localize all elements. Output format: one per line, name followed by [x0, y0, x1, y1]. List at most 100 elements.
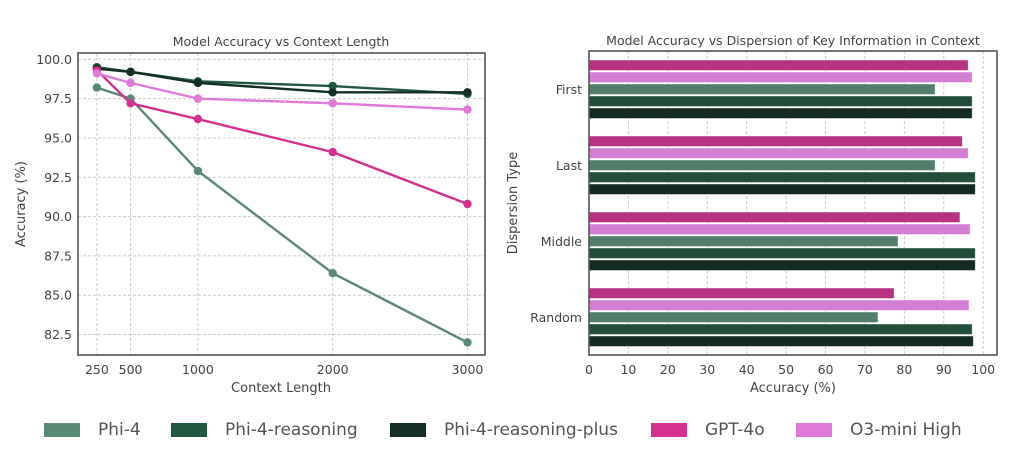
- y-tick-label: 87.5: [44, 248, 72, 263]
- series-phi-4-reasoning-plus: [92, 64, 472, 97]
- legend-item-gpt-4o: GPT-4o: [651, 415, 765, 445]
- y-tick-label: 100.0: [36, 52, 72, 67]
- data-point: [126, 78, 135, 88]
- data-point: [193, 94, 203, 103]
- x-tick-label: 80: [896, 362, 912, 377]
- right-chart-frame: [588, 50, 998, 356]
- bar-phi-4: [588, 159, 936, 171]
- legend-item-phi-4-reasoning-plus: Phi-4-reasoning-plus: [390, 415, 618, 445]
- data-point: [328, 88, 337, 97]
- bar-group-last: [588, 135, 976, 195]
- bar-gpt-4o: [588, 287, 895, 299]
- data-point: [328, 81, 337, 91]
- left-chart-x-label: Context Length: [231, 381, 331, 396]
- bar-gpt-4o: [588, 59, 969, 71]
- series-gpt-4o: [92, 66, 472, 209]
- x-tick-label: 2000: [317, 362, 349, 377]
- data-point: [126, 99, 135, 108]
- x-tick-label: 30: [699, 362, 715, 377]
- legend-swatch: [796, 423, 832, 437]
- y-tick-label: 82.5: [44, 327, 72, 342]
- x-tick-label: 60: [818, 362, 834, 377]
- right-chart-title: Model Accuracy vs Dispersion of Key Info…: [606, 33, 980, 48]
- bar-phi-4: [588, 311, 879, 323]
- category-label-first: First: [556, 82, 582, 97]
- data-point: [193, 114, 203, 124]
- bar-o3-mini-high: [588, 71, 973, 83]
- bar-phi-4-reasoning: [588, 247, 976, 259]
- x-tick-label: 3000: [452, 362, 484, 377]
- x-tick-label: 0: [585, 362, 593, 377]
- data-point: [463, 338, 472, 347]
- x-tick-label: 100: [971, 362, 995, 377]
- bar-o3-mini-high: [588, 223, 971, 235]
- left-chart-y-label: Accuracy (%): [14, 161, 29, 247]
- bar-group-random: [588, 287, 974, 347]
- bar-phi-4-reasoning-plus: [588, 107, 973, 119]
- data-point: [463, 105, 472, 114]
- bar-gpt-4o: [588, 211, 961, 223]
- bar-phi-4: [588, 83, 936, 95]
- legend-label: O3-mini High: [850, 420, 962, 440]
- left-chart-grid: [78, 53, 485, 355]
- data-point: [328, 99, 337, 108]
- y-tick-label: 90.0: [44, 209, 72, 224]
- legend-swatch: [390, 423, 426, 437]
- category-label-random: Random: [530, 310, 582, 325]
- data-point: [463, 88, 472, 97]
- line-chart-context-length: Model Accuracy vs Context Length 82.5 85.…: [14, 34, 486, 396]
- left-chart-y-ticks: 82.5 85.0 87.5 90.0 92.5 95.0 97.5 100.0: [36, 52, 72, 342]
- series-o3-mini-high: [92, 69, 472, 114]
- y-tick-label: 95.0: [44, 130, 72, 145]
- bar-phi-4-reasoning-plus: [588, 259, 976, 271]
- legend-item-o3-mini-high: O3-mini High: [796, 415, 962, 445]
- x-tick-label: 50: [778, 362, 794, 377]
- data-point: [328, 269, 337, 278]
- bar-group-middle: [588, 211, 976, 271]
- y-tick-label: 85.0: [44, 288, 72, 303]
- bar-phi-4: [588, 235, 899, 247]
- legend-label: Phi-4-reasoning: [225, 420, 358, 440]
- right-chart-y-label: Dispersion Type: [506, 152, 521, 255]
- category-label-last: Last: [556, 158, 582, 173]
- y-tick-label: 97.5: [44, 91, 72, 106]
- right-chart-category-labels: First Last Middle Random: [530, 82, 582, 325]
- x-tick-label: 40: [739, 362, 755, 377]
- right-chart-x-ticks: 0 10 20 30 40 50 60 70 80 90 100: [585, 362, 995, 377]
- category-label-middle: Middle: [541, 234, 583, 249]
- right-chart-x-label: Accuracy (%): [750, 381, 836, 396]
- bar-gpt-4o: [588, 135, 963, 147]
- bar-phi-4-reasoning: [588, 95, 973, 107]
- legend-label: Phi-4-reasoning-plus: [444, 420, 618, 440]
- left-chart-title: Model Accuracy vs Context Length: [173, 34, 390, 49]
- legend: Phi-4 Phi-4-reasoning Phi-4-reasoning-pl…: [0, 415, 1024, 445]
- bar-phi-4-reasoning: [588, 171, 976, 183]
- data-point: [92, 69, 102, 78]
- data-point: [328, 147, 337, 157]
- left-chart-series: [92, 62, 472, 347]
- legend-swatch: [651, 423, 687, 437]
- bar-o3-mini-high: [588, 147, 969, 159]
- series-phi-4: [92, 83, 472, 347]
- x-tick-label: 500: [119, 362, 143, 377]
- y-tick-label: 92.5: [44, 170, 72, 185]
- bar-phi-4-reasoning-plus: [588, 183, 976, 195]
- data-point: [193, 78, 203, 88]
- bar-o3-mini-high: [588, 299, 970, 311]
- legend-label: GPT-4o: [705, 420, 765, 440]
- legend-swatch: [44, 423, 80, 437]
- bar-chart-dispersion: Model Accuracy vs Dispersion of Key Info…: [506, 33, 998, 396]
- x-tick-label: 1000: [182, 362, 214, 377]
- legend-swatch: [171, 423, 207, 437]
- x-tick-label: 10: [620, 362, 636, 377]
- legend-item-phi-4-reasoning: Phi-4-reasoning: [171, 415, 358, 445]
- left-chart-x-ticks: 250 500 1000 2000 3000: [85, 362, 483, 377]
- data-point: [193, 166, 203, 176]
- data-point: [126, 67, 135, 77]
- x-tick-label: 20: [660, 362, 676, 377]
- x-tick-label: 70: [857, 362, 873, 377]
- left-chart-frame: [77, 52, 486, 356]
- legend-item-phi-4: Phi-4: [44, 415, 141, 445]
- right-chart-bars: [588, 59, 976, 347]
